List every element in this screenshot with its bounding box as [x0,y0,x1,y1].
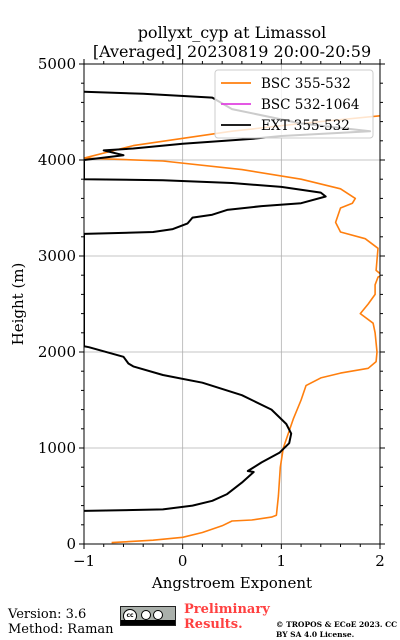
copyright-text: © TROPOS & ECoE 2023. CC BY SA 4.0 Licen… [276,620,398,639]
cc-license-badge: cc [120,606,176,626]
y-tick-label: 0 [66,535,76,553]
y-axis-label: Height (m) [9,263,27,346]
chart-subtitle: [Averaged] 20230819 20:00-20:59 [92,42,372,61]
legend-box [214,69,374,139]
plot-frame [83,63,381,545]
preliminary-label: Preliminary Results. [184,602,270,632]
method-text: Method: Raman [8,622,114,637]
sa-icon [153,610,163,620]
series-layer [84,90,380,544]
y-tick-label: 2000 [38,343,76,361]
y-tick-label: 3000 [38,247,76,265]
legend-entry: BSC 532-1064 [261,97,359,113]
chart-title: pollyxt_cyp at Limassol [137,23,327,42]
y-tick-label: 5000 [38,55,76,73]
series-line-bsc-355-532 [84,114,380,544]
x-axis-label: Angstroem Exponent [151,574,312,592]
y-tick-label: 4000 [38,151,76,169]
x-tick-label: 2 [375,552,385,570]
legend-entry: EXT 355-532 [261,118,350,134]
version-text: Version: 3.6 [8,607,87,622]
x-tick-label: 1 [277,552,287,570]
legend-entry: BSC 355-532 [261,76,351,92]
series-line-ext-355-532 [84,90,372,512]
by-icon [141,610,151,620]
legend: BSC 355-532 BSC 532-1064 EXT 355-532 [214,69,374,139]
y-tick-label: 1000 [38,439,76,457]
x-tick-label: 0 [178,552,188,570]
x-tick-label: −1 [73,552,95,570]
